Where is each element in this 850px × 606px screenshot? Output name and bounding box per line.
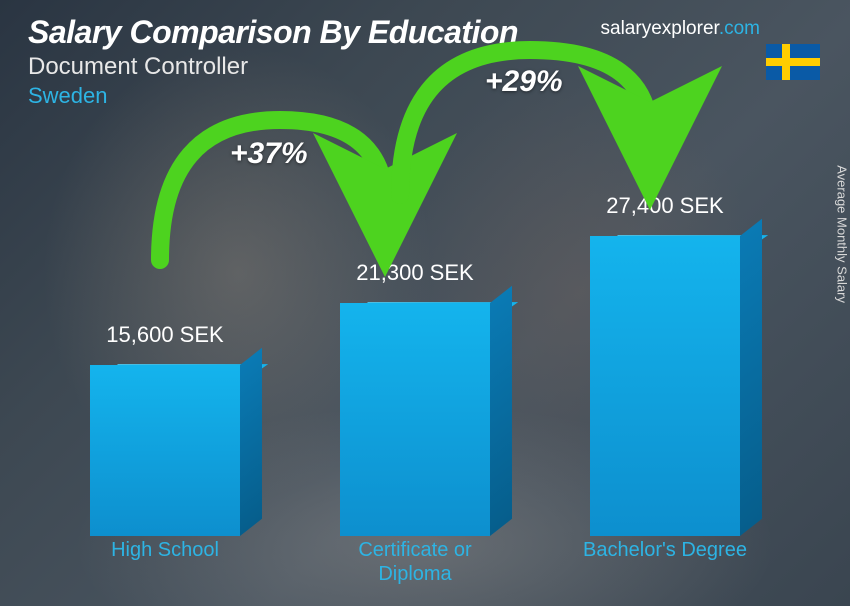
categories-row: High School Certificate or Diploma Bachelo… <box>40 538 790 586</box>
brand-prefix: salary <box>601 18 652 39</box>
bar-side-face <box>490 286 512 536</box>
job-title: Document Controller <box>28 53 822 81</box>
brand-tld: .com <box>719 18 760 39</box>
bar-group: 21,300 SEK <box>320 260 510 536</box>
bar-front-face <box>90 365 240 536</box>
brand-suffix: explorer <box>651 18 719 39</box>
y-axis-label: Average Monthly Salary <box>835 165 850 303</box>
bar-3d <box>590 227 740 536</box>
bar-group: 15,600 SEK <box>70 322 260 536</box>
bar-group: 27,400 SEK <box>570 193 760 536</box>
bar-side-face <box>740 219 762 536</box>
bar-front-face <box>340 303 490 536</box>
bars-container: 15,600 SEK 21,300 SEK 27,400 SEK <box>40 140 790 536</box>
bar-chart: 15,600 SEK 21,300 SEK 27,400 SEK High Scho… <box>40 140 790 586</box>
category-label: High School <box>70 538 260 586</box>
bar-value-label: 27,400 SEK <box>606 193 723 219</box>
bar-value-label: 21,300 SEK <box>356 260 473 286</box>
bar-3d <box>340 294 490 536</box>
bar-3d <box>90 356 240 536</box>
bar-front-face <box>590 236 740 536</box>
bar-side-face <box>240 348 262 536</box>
category-label: Certificate or Diploma <box>320 538 510 586</box>
category-label: Bachelor's Degree <box>570 538 760 586</box>
sweden-flag-icon <box>766 44 820 80</box>
country-name: Sweden <box>28 83 822 109</box>
brand-logo: salaryexplorer.com <box>601 18 760 40</box>
bar-value-label: 15,600 SEK <box>106 322 223 348</box>
